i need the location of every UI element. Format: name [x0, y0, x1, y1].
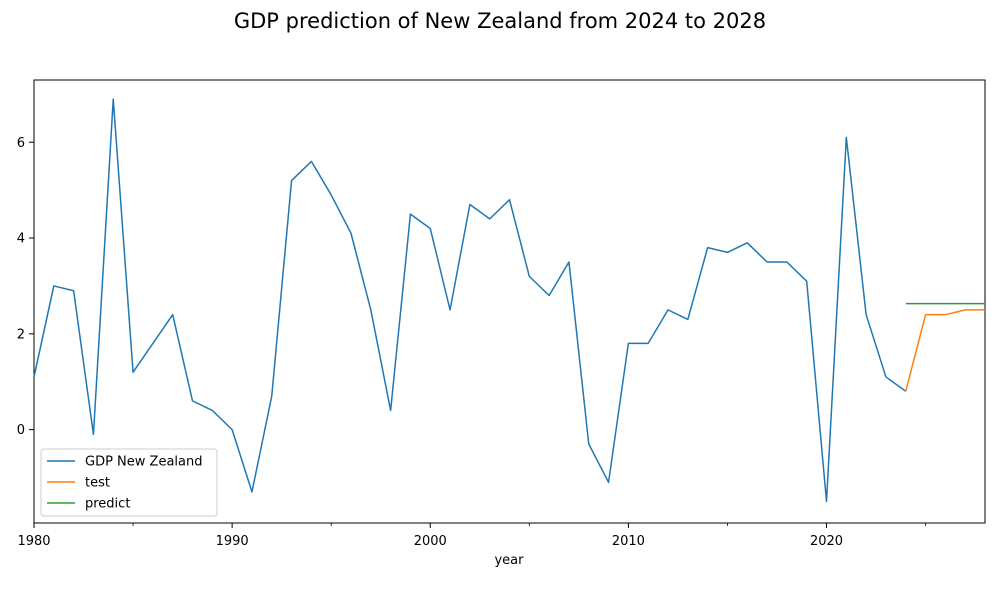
- x-tick-label: 2020: [810, 534, 843, 549]
- x-tick-label: 1980: [17, 534, 50, 549]
- y-axis: 0 2 4 6: [17, 136, 34, 438]
- legend-label: predict: [85, 497, 130, 512]
- legend-label: GDP New Zealand: [85, 455, 202, 470]
- legend-box: [40, 448, 218, 517]
- y-tick-label: 2: [17, 327, 25, 342]
- series-gdp-new-zealand: [33, 98, 907, 503]
- legend-label: test: [85, 476, 110, 491]
- x-tick-label: 1990: [216, 534, 249, 549]
- x-axis: 1980 1990 2000 2010 2020: [17, 523, 926, 549]
- y-tick-label: 6: [17, 136, 25, 151]
- legend-item-test: test: [47, 476, 110, 491]
- series-test: [905, 309, 986, 392]
- legend-items: GDP New Zealand test predict: [47, 455, 202, 512]
- y-tick-label: 4: [17, 232, 25, 247]
- legend-item-predict: predict: [47, 497, 130, 512]
- legend-item-gdp-new-zealand: GDP New Zealand: [47, 455, 202, 470]
- series-layer: [33, 98, 986, 503]
- x-tick-label: 2010: [612, 534, 645, 549]
- x-axis-label: year: [494, 553, 524, 568]
- y-tick-label: 0: [17, 423, 25, 438]
- chart-title: GDP prediction of New Zealand from 2024 …: [234, 9, 766, 33]
- x-tick-label: 2000: [414, 534, 447, 549]
- legend: GDP New Zealand test predict: [40, 448, 218, 517]
